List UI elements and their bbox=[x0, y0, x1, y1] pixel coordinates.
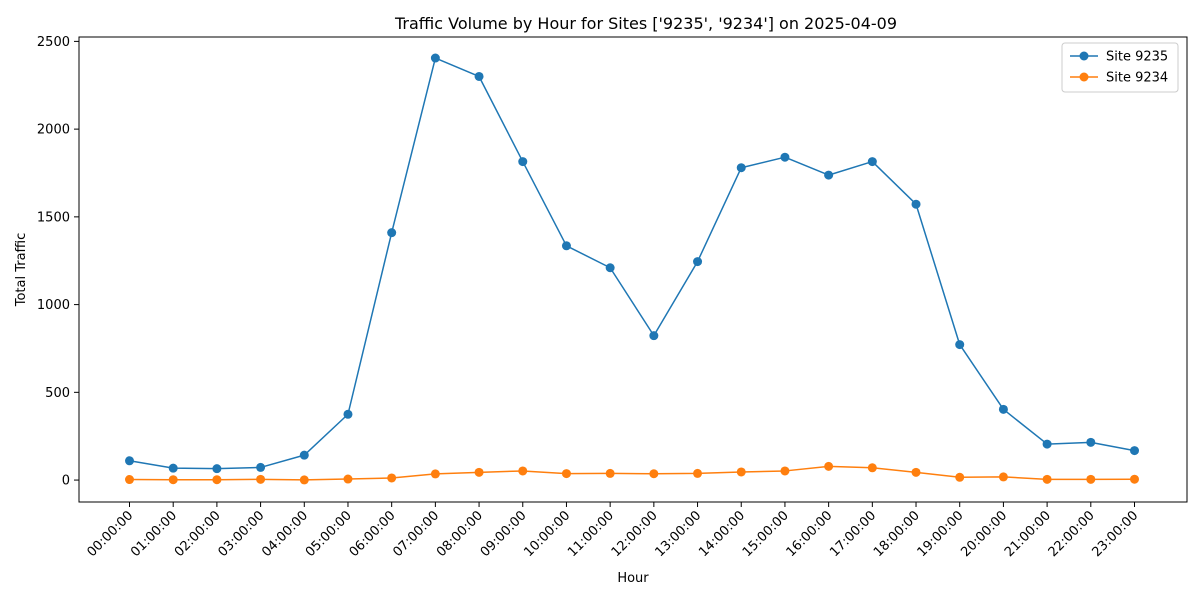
data-point bbox=[474, 467, 484, 477]
x-tick-label: 23:00:00 bbox=[1089, 508, 1141, 560]
data-point bbox=[693, 468, 703, 478]
data-point bbox=[780, 152, 790, 162]
data-point bbox=[1086, 437, 1096, 447]
x-tick-label: 07:00:00 bbox=[390, 508, 442, 560]
data-point bbox=[168, 475, 178, 485]
data-point bbox=[212, 475, 222, 485]
data-point bbox=[299, 450, 309, 460]
data-point bbox=[693, 257, 703, 267]
data-point bbox=[1042, 439, 1052, 449]
y-axis-label: Total Traffic bbox=[14, 233, 29, 308]
x-tick-label: 16:00:00 bbox=[784, 508, 836, 560]
data-point bbox=[387, 473, 397, 483]
x-tick-label: 18:00:00 bbox=[871, 508, 923, 560]
x-tick-label: 03:00:00 bbox=[216, 508, 268, 560]
x-tick-label: 17:00:00 bbox=[827, 508, 879, 560]
y-tick-label: 500 bbox=[45, 386, 70, 401]
x-tick-label: 01:00:00 bbox=[128, 508, 180, 560]
data-point bbox=[998, 404, 1008, 414]
data-point bbox=[561, 241, 571, 251]
x-tick-label: 12:00:00 bbox=[609, 508, 661, 560]
data-point bbox=[605, 468, 615, 478]
data-point bbox=[343, 474, 353, 484]
data-point bbox=[212, 464, 222, 474]
x-tick-label: 05:00:00 bbox=[303, 508, 355, 560]
legend-item: Site 9234 bbox=[1070, 71, 1168, 86]
series-2 bbox=[125, 461, 1139, 485]
data-point bbox=[518, 157, 528, 167]
data-point bbox=[561, 469, 571, 479]
data-point bbox=[649, 469, 659, 479]
data-point bbox=[955, 340, 965, 350]
x-tick-label: 19:00:00 bbox=[915, 508, 967, 560]
x-tick-label: 04:00:00 bbox=[259, 508, 311, 560]
data-point bbox=[387, 228, 397, 238]
y-tick-label: 0 bbox=[62, 474, 70, 489]
data-point bbox=[299, 475, 309, 485]
data-point bbox=[430, 53, 440, 63]
data-point bbox=[125, 456, 134, 466]
data-point bbox=[955, 472, 965, 482]
data-point bbox=[867, 463, 877, 473]
x-tick-label: 08:00:00 bbox=[434, 508, 486, 560]
data-point bbox=[780, 466, 790, 476]
x-axis-label: Hour bbox=[617, 571, 649, 586]
data-point bbox=[736, 467, 746, 477]
legend-marker bbox=[1079, 72, 1089, 82]
data-point bbox=[911, 467, 921, 477]
plot-area bbox=[125, 53, 1139, 485]
data-point bbox=[911, 199, 921, 209]
x-axis: 00:00:0001:00:0002:00:0003:00:0004:00:00… bbox=[84, 502, 1141, 560]
data-point bbox=[1086, 474, 1096, 484]
y-tick-label: 2000 bbox=[37, 123, 70, 138]
data-point bbox=[824, 170, 834, 180]
data-point bbox=[824, 461, 834, 471]
series-line bbox=[129, 57, 1135, 470]
data-point bbox=[1130, 446, 1139, 456]
x-tick-label: 02:00:00 bbox=[172, 508, 224, 560]
x-tick-label: 21:00:00 bbox=[1002, 508, 1054, 560]
x-tick-label: 14:00:00 bbox=[696, 508, 748, 560]
x-tick-label: 00:00:00 bbox=[84, 508, 136, 560]
data-point bbox=[256, 474, 266, 484]
x-tick-label: 20:00:00 bbox=[958, 508, 1010, 560]
x-tick-label: 10:00:00 bbox=[521, 508, 573, 560]
x-tick-label: 11:00:00 bbox=[565, 508, 617, 560]
legend-label: Site 9234 bbox=[1106, 71, 1168, 86]
x-tick-label: 15:00:00 bbox=[740, 508, 792, 560]
data-point bbox=[736, 163, 746, 173]
data-point bbox=[168, 463, 178, 473]
data-point bbox=[1042, 474, 1052, 484]
y-tick-label: 1000 bbox=[37, 298, 70, 313]
plot-frame bbox=[78, 36, 1188, 503]
legend: Site 9235 Site 9234 bbox=[1061, 42, 1179, 93]
data-point bbox=[125, 475, 134, 485]
legend-marker bbox=[1079, 51, 1089, 61]
data-point bbox=[343, 409, 353, 419]
data-point bbox=[605, 263, 615, 273]
series-line bbox=[129, 465, 1135, 481]
y-tick-label: 1500 bbox=[37, 210, 70, 225]
series-1 bbox=[125, 53, 1139, 474]
x-tick-label: 09:00:00 bbox=[478, 508, 530, 560]
legend-label: Site 9235 bbox=[1106, 50, 1168, 65]
data-point bbox=[256, 462, 266, 472]
data-point bbox=[1130, 474, 1139, 484]
legend-item: Site 9235 bbox=[1070, 50, 1168, 65]
data-point bbox=[518, 466, 528, 476]
data-point bbox=[998, 472, 1008, 482]
x-tick-label: 22:00:00 bbox=[1046, 508, 1098, 560]
data-point bbox=[867, 157, 877, 167]
x-tick-label: 13:00:00 bbox=[652, 508, 704, 560]
data-point bbox=[474, 71, 484, 81]
data-point bbox=[649, 331, 659, 341]
y-axis: 0 500 1000 1500 2000 2500 bbox=[37, 35, 79, 489]
chart-title: Traffic Volume by Hour for Sites ['9235'… bbox=[394, 14, 897, 33]
x-tick-label: 06:00:00 bbox=[347, 508, 399, 560]
data-point bbox=[430, 469, 440, 479]
y-tick-label: 2500 bbox=[37, 35, 70, 50]
